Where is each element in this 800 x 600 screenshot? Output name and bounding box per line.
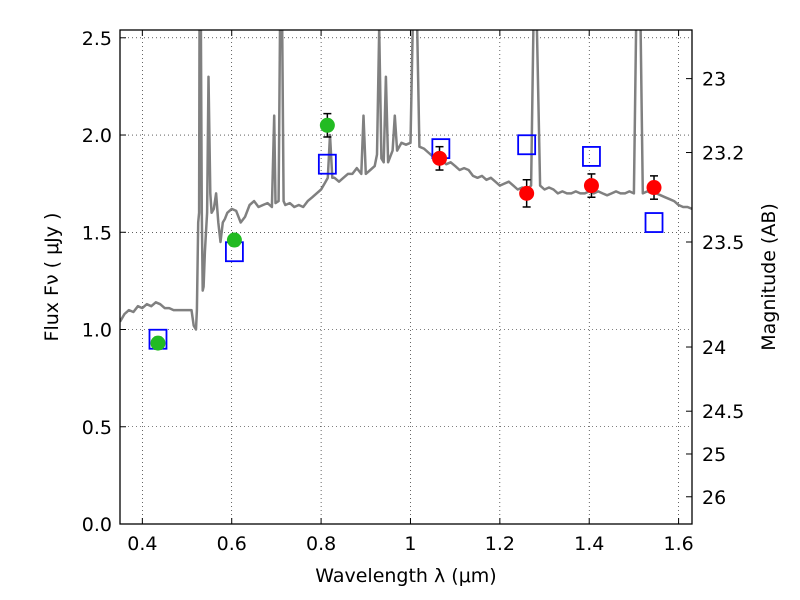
y-tick-label: 2.0: [82, 125, 112, 147]
y2-tick-label: 23: [702, 69, 726, 91]
y-tick-label: 1.0: [82, 320, 112, 342]
plot-content: [120, 30, 692, 351]
x-tick-label: 0.8: [306, 533, 336, 555]
x-tick-label: 1.2: [485, 533, 515, 555]
observed-green-point: [226, 232, 242, 248]
y2-tick-label: 24: [702, 337, 726, 359]
observed-red-point: [646, 180, 662, 196]
x-tick-label: 1: [404, 533, 416, 555]
y2-tick-label: 23.2: [702, 143, 744, 165]
model-photometry-square: [517, 134, 537, 156]
x-tick-label: 1.4: [574, 533, 604, 555]
y-tick-label: 0.0: [82, 514, 112, 536]
model-photometry-square: [582, 146, 601, 167]
model-photometry-square: [644, 212, 664, 233]
y-tick-label: 0.5: [82, 417, 112, 439]
observed-green-point: [150, 335, 166, 351]
x-axis-label-text: Wavelength λ (μm): [315, 565, 496, 587]
y-tick-label: 1.5: [82, 222, 112, 244]
observed-red-point: [519, 185, 535, 201]
grid: [120, 30, 692, 525]
axes-ticks: 0.4 0.6 0.8 1 1.2 1.4 1.6 0.0 0.5 1.0 1.5 2.0 2.5 23 2…: [82, 28, 745, 555]
x-axis-label: Wavelength λ (μm): [315, 565, 496, 587]
observed-green-point: [319, 117, 335, 133]
model-photometry-square: [317, 153, 337, 175]
observed-red-point: [432, 150, 448, 166]
x-tick-label: 0.6: [217, 533, 247, 555]
x-tick-label: 1.6: [663, 533, 693, 555]
observed-red-point: [583, 178, 599, 194]
y2-tick-label: 24.5: [702, 401, 744, 423]
y-tick-label: 2.5: [82, 28, 112, 50]
y2-tick-label: 25: [702, 444, 726, 466]
x-tick-label: 0.4: [127, 533, 157, 555]
y-axis-label: Flux Fν ( μJy ): [41, 213, 63, 342]
model-spectrum-line: [120, 30, 692, 331]
y2-tick-label: 26: [702, 487, 726, 509]
y2-axis-label: Magnitude (AB): [758, 203, 780, 351]
y2-tick-label: 23.5: [702, 232, 744, 254]
plot-frame: [119, 29, 693, 525]
